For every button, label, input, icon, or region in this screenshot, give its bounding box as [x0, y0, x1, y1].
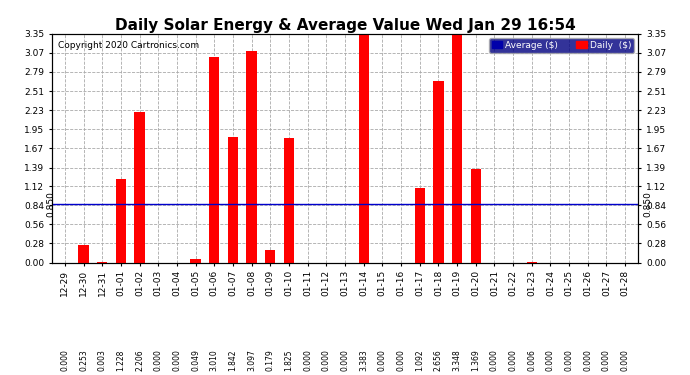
- Bar: [116, 178, 126, 262]
- Text: 1.092: 1.092: [415, 350, 424, 371]
- Text: 0.000: 0.000: [322, 350, 331, 371]
- Text: 0.000: 0.000: [340, 350, 350, 371]
- Text: 0.850: 0.850: [644, 192, 653, 217]
- Bar: [415, 188, 425, 262]
- Text: 0.006: 0.006: [527, 350, 536, 371]
- Bar: [433, 81, 444, 262]
- Bar: [228, 137, 238, 262]
- Text: 0.003: 0.003: [98, 350, 107, 371]
- Text: 1.842: 1.842: [228, 350, 237, 371]
- Bar: [284, 138, 294, 262]
- Text: 0.179: 0.179: [266, 350, 275, 371]
- Text: 3.348: 3.348: [453, 350, 462, 371]
- Bar: [246, 51, 257, 262]
- Text: 0.253: 0.253: [79, 350, 88, 371]
- Text: 3.010: 3.010: [210, 350, 219, 371]
- Text: 0.000: 0.000: [378, 350, 387, 371]
- Text: 0.000: 0.000: [621, 350, 630, 371]
- Text: 0.000: 0.000: [397, 350, 406, 371]
- Text: 0.850: 0.850: [46, 192, 55, 217]
- Bar: [359, 32, 369, 262]
- Title: Daily Solar Energy & Average Value Wed Jan 29 16:54: Daily Solar Energy & Average Value Wed J…: [115, 18, 575, 33]
- Text: 3.383: 3.383: [359, 350, 368, 371]
- Text: 0.000: 0.000: [546, 350, 555, 371]
- Text: 1.228: 1.228: [117, 350, 126, 371]
- Text: 3.097: 3.097: [247, 350, 256, 371]
- Bar: [452, 34, 462, 262]
- Bar: [135, 112, 145, 262]
- Bar: [209, 57, 219, 262]
- Text: 0.049: 0.049: [191, 350, 200, 371]
- Text: 0.000: 0.000: [564, 350, 573, 371]
- Text: 0.000: 0.000: [154, 350, 163, 371]
- Text: 1.369: 1.369: [471, 350, 480, 371]
- Text: 2.656: 2.656: [434, 350, 443, 371]
- Text: 0.000: 0.000: [490, 350, 499, 371]
- Text: 0.000: 0.000: [303, 350, 312, 371]
- Text: 0.000: 0.000: [602, 350, 611, 371]
- Text: 0.000: 0.000: [583, 350, 592, 371]
- Text: 2.206: 2.206: [135, 350, 144, 371]
- Bar: [190, 259, 201, 262]
- Bar: [265, 250, 275, 262]
- Text: 0.000: 0.000: [60, 350, 69, 371]
- Bar: [471, 169, 481, 262]
- Text: Copyright 2020 Cartronics.com: Copyright 2020 Cartronics.com: [58, 40, 199, 50]
- Text: 1.825: 1.825: [284, 350, 293, 371]
- Legend: Average ($), Daily  ($): Average ($), Daily ($): [489, 38, 633, 53]
- Bar: [79, 245, 88, 262]
- Text: 0.000: 0.000: [172, 350, 181, 371]
- Text: 0.000: 0.000: [509, 350, 518, 371]
